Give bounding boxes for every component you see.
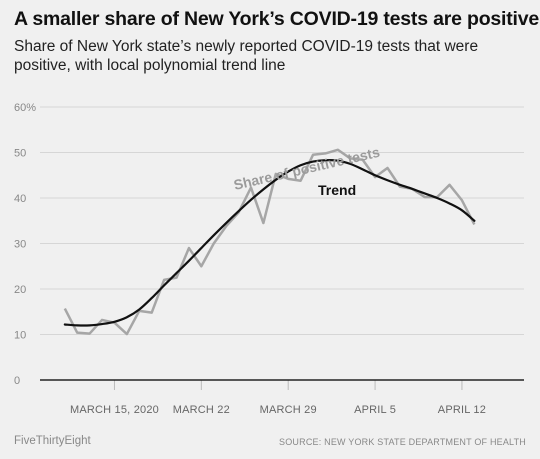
x-tick-label: APRIL 12 — [438, 404, 486, 416]
footer-brand: FiveThirtyEight — [14, 435, 91, 447]
chart-subtitle: Share of New York state’s newly reported… — [14, 38, 479, 74]
trend-data-points — [64, 160, 475, 326]
share-data-points — [64, 149, 475, 335]
x-tick-label: MARCH 15, 2020 — [70, 404, 159, 416]
x-tick-label: MARCH 22 — [173, 404, 230, 416]
x-tick-label: APRIL 5 — [354, 404, 396, 416]
chart-title: A smaller share of New York’s COVID-19 t… — [14, 8, 540, 30]
y-tick-label: 50 — [14, 148, 26, 160]
y-tick-label: 30 — [14, 239, 26, 251]
y-tick-label: 0 — [14, 375, 20, 387]
trend-line — [63, 159, 476, 327]
x-axis-ticks: MARCH 15, 2020 MARCH 22 MARCH 29 APRIL 5 APR… — [70, 380, 486, 416]
y-tick-label: 10 — [14, 330, 26, 342]
x-tick-label: MARCH 29 — [260, 404, 317, 416]
y-tick-label: 20 — [14, 284, 26, 296]
trend-annotation: Trend — [318, 182, 356, 198]
gridlines — [40, 106, 524, 335]
y-tick-label: 40 — [14, 193, 26, 205]
y-axis-ticks: 0 10 20 30 40 50 60% — [14, 102, 36, 387]
footer-source: SOURCE: NEW YORK STATE DEPARTMENT OF HEA… — [279, 437, 526, 447]
y-tick-label: 60% — [14, 102, 36, 114]
